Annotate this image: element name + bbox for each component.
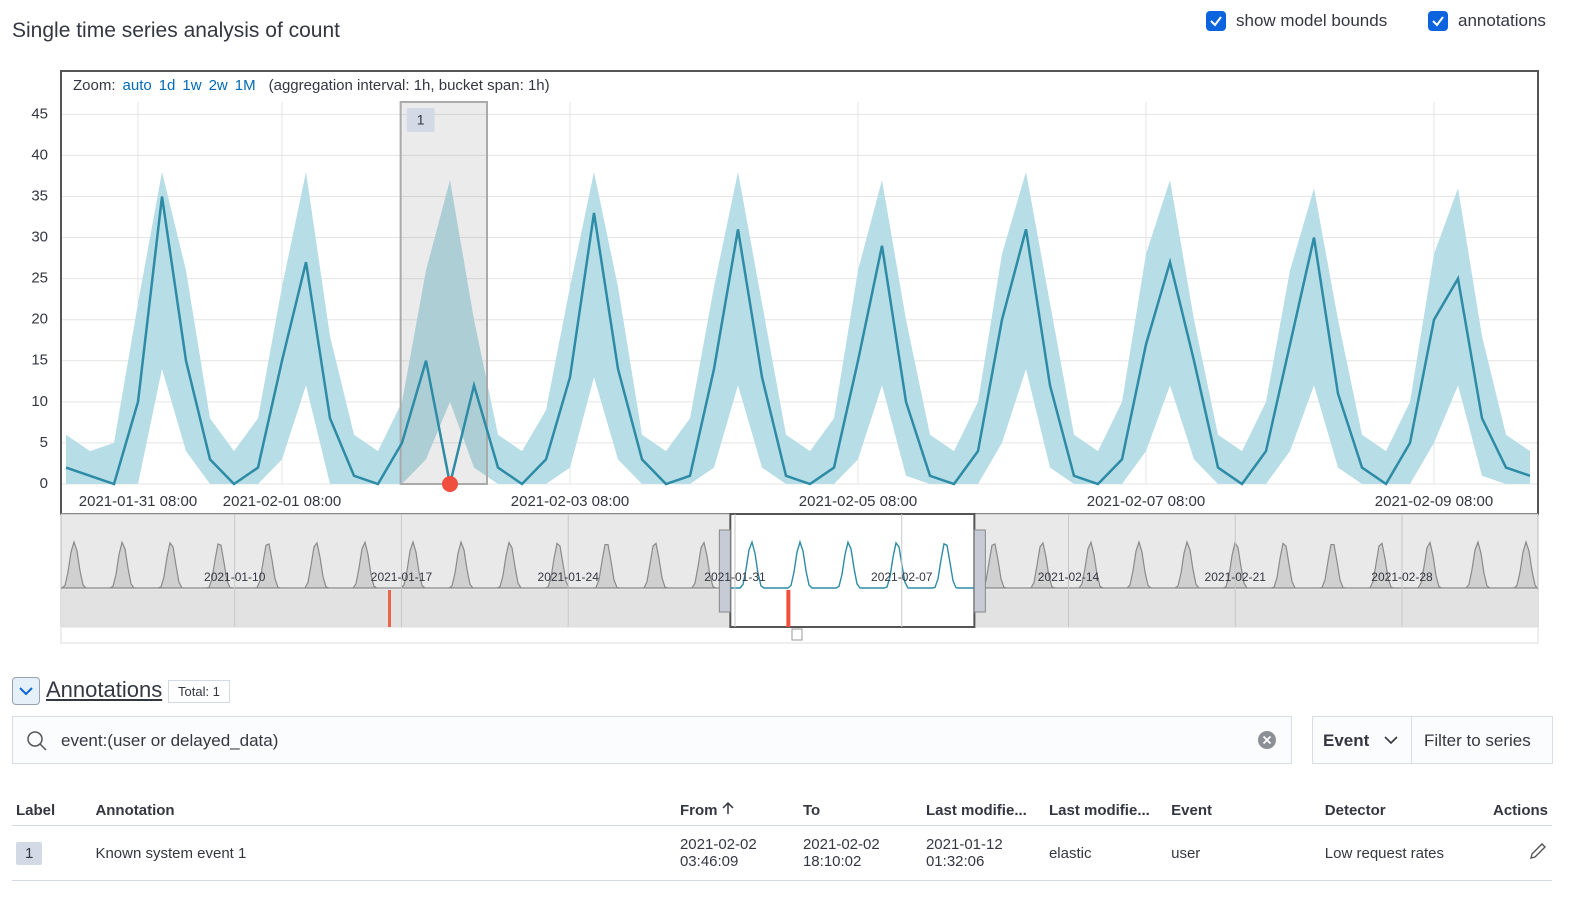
context-tick-label: 2021-01-10 bbox=[204, 570, 266, 584]
annotation-region bbox=[401, 102, 487, 484]
event-filter-label: Event bbox=[1323, 731, 1369, 751]
zoom-option[interactable]: auto bbox=[123, 77, 152, 94]
context-tick-label: 2021-02-21 bbox=[1205, 570, 1267, 584]
table-cell: elastic bbox=[1045, 826, 1167, 881]
x-tick-label: 2021-02-07 08:00 bbox=[1087, 493, 1205, 510]
cell-text: 2021-02-02 03:46:09 bbox=[680, 836, 770, 870]
column-header: Label bbox=[12, 795, 91, 826]
table-cell: Known system event 1 bbox=[91, 826, 676, 881]
context-tick-label: 2021-02-28 bbox=[1371, 570, 1433, 584]
context-brush[interactable] bbox=[730, 514, 974, 627]
column-header: To bbox=[799, 795, 922, 826]
event-filter[interactable]: Event bbox=[1312, 716, 1412, 764]
x-tick-label: 2021-02-05 08:00 bbox=[799, 493, 917, 510]
filter-button[interactable]: Filter to series bbox=[1411, 716, 1553, 764]
search-box[interactable]: event:(user or delayed_data) bbox=[12, 716, 1292, 764]
dropdown-icon bbox=[1383, 733, 1399, 747]
zoom-option[interactable]: 1w bbox=[182, 77, 201, 94]
y-tick-label: 30 bbox=[31, 229, 48, 246]
annotation-label: 1 bbox=[417, 112, 425, 128]
context-tick-label: 2021-01-31 bbox=[704, 570, 766, 584]
checkbox[interactable] bbox=[1206, 11, 1226, 31]
chart: Zoom: auto 1d 1w 2w 1M (aggregation interval: … bbox=[0, 60, 1586, 660]
zoom-text: (aggregation interval: 1h, bucket span: … bbox=[269, 77, 550, 94]
y-tick-label: 5 bbox=[40, 434, 48, 451]
zoom-text: Zoom: bbox=[73, 77, 116, 94]
actions-cell bbox=[1486, 826, 1552, 881]
search-icon bbox=[25, 729, 49, 753]
x-tick-label: 2021-02-03 08:00 bbox=[511, 493, 629, 510]
anomaly-marker bbox=[442, 476, 458, 492]
column-header: From bbox=[676, 795, 799, 826]
zoom-option[interactable]: 1d bbox=[159, 77, 176, 94]
table-cell: 2021-01-12 01:32:06 bbox=[922, 826, 1045, 881]
checkbox[interactable] bbox=[1428, 11, 1448, 31]
collapse-toggle[interactable] bbox=[12, 677, 40, 705]
y-tick-label: 45 bbox=[31, 105, 48, 122]
check-icon bbox=[1428, 11, 1448, 31]
check-icon bbox=[1206, 11, 1226, 31]
y-tick-label: 20 bbox=[31, 311, 48, 328]
x-tick-label: 2021-02-09 08:00 bbox=[1375, 493, 1493, 510]
context-annotation-marker bbox=[388, 590, 391, 627]
column-header: Actions bbox=[1486, 795, 1552, 826]
zoom-option[interactable]: 2w bbox=[209, 77, 228, 94]
filter-button-label: Filter to series bbox=[1424, 731, 1531, 751]
table-cell: 2021-02-02 18:10:02 bbox=[799, 826, 922, 881]
x-tick-label: 2021-02-01 08:00 bbox=[223, 493, 341, 510]
table-header: LabelAnnotationFrom ToLast modifie...Las… bbox=[12, 795, 1552, 826]
context-tick-label: 2021-02-14 bbox=[1038, 570, 1100, 584]
label-badge: 1 bbox=[16, 842, 42, 865]
total-badge: Total: 1 bbox=[168, 680, 230, 703]
y-tick-label: 0 bbox=[40, 475, 48, 492]
chevron-icon bbox=[13, 678, 39, 704]
table-cell: 1 bbox=[12, 826, 91, 881]
clear-icon[interactable] bbox=[1257, 730, 1277, 750]
y-tick-label: 40 bbox=[31, 146, 48, 163]
checkbox-label: annotations bbox=[1458, 11, 1546, 31]
annotations-table: LabelAnnotationFrom ToLast modifie...Las… bbox=[12, 795, 1552, 881]
y-tick-label: 10 bbox=[31, 393, 48, 410]
table-cell: user bbox=[1167, 826, 1321, 881]
column-header: Last modifie... bbox=[1045, 795, 1167, 826]
context-tick-label: 2021-02-07 bbox=[871, 570, 933, 584]
x-tick-label: 2021-01-31 08:00 bbox=[79, 493, 197, 510]
context-tick-label: 2021-01-24 bbox=[538, 570, 600, 584]
scroll-thumb bbox=[792, 629, 802, 640]
table-cell: Low request rates bbox=[1321, 826, 1486, 881]
page-title: Single time series analysis of count bbox=[12, 19, 340, 43]
column-header: Detector bbox=[1321, 795, 1486, 826]
edit-icon[interactable] bbox=[1528, 841, 1548, 861]
cell-text: 2021-02-02 18:10:02 bbox=[803, 836, 893, 870]
cell-text: Known system event 1 bbox=[95, 845, 246, 862]
table-cell: 2021-02-02 03:46:09 bbox=[676, 826, 799, 881]
cell-text: 2021-01-12 01:32:06 bbox=[926, 836, 1016, 870]
context-annotation-marker bbox=[786, 590, 790, 627]
search-query: event:(user or delayed_data) bbox=[61, 731, 278, 751]
y-tick-label: 25 bbox=[31, 270, 48, 287]
cell-text: Low request rates bbox=[1325, 845, 1444, 862]
sort-icon[interactable] bbox=[722, 801, 734, 815]
y-tick-label: 35 bbox=[31, 187, 48, 204]
brush-handle[interactable] bbox=[974, 530, 985, 612]
column-header: Annotation bbox=[91, 795, 676, 826]
table-row: 1 Known system event 1 2021-02-02 03:46:09… bbox=[12, 826, 1552, 881]
column-header: Last modifie... bbox=[922, 795, 1045, 826]
checkbox-label: show model bounds bbox=[1236, 11, 1387, 31]
cell-text: user bbox=[1171, 845, 1200, 862]
context-tick-label: 2021-01-17 bbox=[371, 570, 433, 584]
zoom-option[interactable]: 1M bbox=[235, 77, 256, 94]
table-body: 1 Known system event 1 2021-02-02 03:46:09… bbox=[12, 826, 1552, 881]
cell-text: elastic bbox=[1049, 845, 1092, 862]
zoom-row: Zoom: auto 1d 1w 2w 1M (aggregation interval: … bbox=[73, 77, 550, 94]
y-tick-label: 15 bbox=[31, 352, 48, 369]
column-header: Event bbox=[1167, 795, 1321, 826]
annotations-title[interactable]: Annotations bbox=[46, 677, 162, 703]
